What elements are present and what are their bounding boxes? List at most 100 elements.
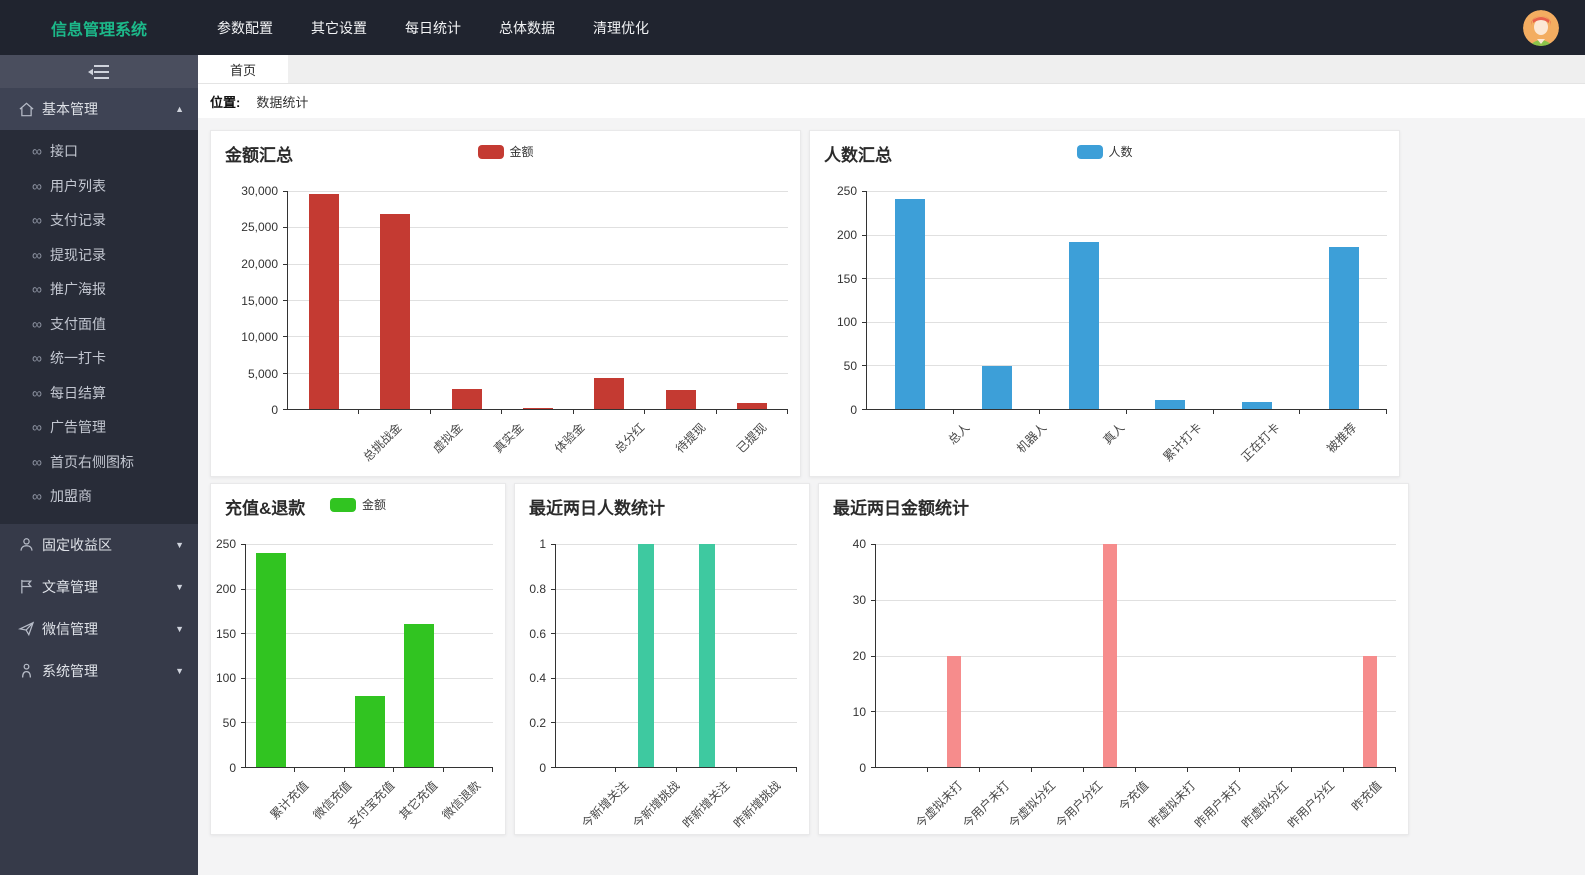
sidebar-item-payment-value[interactable]: ∞ 支付面值: [0, 307, 198, 342]
x-tick-label: 虚拟金: [424, 410, 485, 476]
link-icon: ∞: [32, 246, 42, 263]
sidebar-item-payment-records[interactable]: ∞ 支付记录: [0, 203, 198, 238]
y-tick-label: 150: [215, 626, 236, 641]
y-tick: [871, 544, 876, 545]
gridline: [246, 677, 493, 679]
sidebar-group-wechat-management[interactable]: 微信管理 ▼: [0, 608, 198, 650]
legend[interactable]: 人数: [1076, 143, 1133, 160]
gridline: [876, 599, 1396, 601]
sidebar-item-interface[interactable]: ∞ 接口: [0, 134, 198, 169]
y-tick-label: 20: [852, 649, 866, 663]
main-content: 首页 位置: 数据统计 金额汇总 金额 0 5,000 10,000 15,000 20…: [198, 55, 1585, 875]
sidebar-item-promo-poster[interactable]: ∞ 推广海报: [0, 272, 198, 307]
x-axis-label: 昨充值: [1348, 778, 1385, 814]
chart-card-amount-summary: 金额汇总 金额 0 5,000 10,000 15,000 20,000 25,000 30…: [210, 130, 801, 477]
plot-area: [862, 191, 1387, 414]
bar-slot: [737, 544, 798, 772]
y-tick: [283, 372, 288, 374]
bar: [947, 655, 961, 767]
x-tick-label: 昨用户分红: [1285, 768, 1350, 834]
y-tick: [241, 588, 246, 590]
y-tick-label: 10: [852, 705, 866, 719]
sidebar-item-user-list[interactable]: ∞ 用户列表: [0, 169, 198, 204]
tab-home[interactable]: 首页: [198, 55, 288, 83]
x-tick-label: 其它充值: [396, 768, 450, 834]
bar-slot: [1240, 544, 1292, 772]
sidebar-item-daily-settlement[interactable]: ∞ 每日结算: [0, 376, 198, 411]
gridline: [246, 633, 493, 635]
sidebar-item-franchisee[interactable]: ∞ 加盟商: [0, 479, 198, 514]
bar: [451, 389, 482, 409]
sidebar-item-ad-management[interactable]: ∞ 广告管理: [0, 410, 198, 445]
bar: [1155, 400, 1186, 409]
legend[interactable]: 金额: [477, 143, 534, 160]
bar-slot: [677, 544, 738, 772]
y-tick: [551, 633, 556, 635]
y-tick-label: 0: [859, 761, 866, 775]
x-axis: 总挑战金 虚拟金 真实金 体验金 总分红 待提现 已提现: [361, 410, 788, 476]
card-row-2: 充值&退款 金额 0 50 100 150 200 250 累计充值 微信充值 支付宝充值 其它充…: [210, 483, 1573, 835]
bar: [982, 366, 1012, 409]
x-axis-label: 待提现: [672, 420, 709, 456]
person-icon: [18, 662, 42, 679]
sidebar-item-home-right-icons[interactable]: ∞ 首页右侧图标: [0, 445, 198, 480]
bar-chart-recharge-refund: 0 50 100 150 200 250 累计充值 微信充值 支付宝充值 其它充值 微信退款: [211, 534, 505, 834]
y-tick: [241, 767, 246, 768]
nav-item-param-config[interactable]: 参数配置: [217, 19, 273, 36]
gridline: [556, 588, 797, 590]
sidebar-item-label: 接口: [49, 143, 78, 160]
bar-slot: [616, 544, 677, 772]
sidebar-group-basic-management[interactable]: 基本管理 ▲: [0, 88, 198, 130]
sidebar-item-label: 用户列表: [49, 177, 106, 194]
bar-slot: [394, 544, 445, 772]
chart-card-recharge-refund: 充值&退款 金额 0 50 100 150 200 250 累计充值 微信充值 支付宝充值 其它充…: [210, 483, 506, 835]
link-icon: ∞: [32, 143, 42, 160]
nav-item-other-settings[interactable]: 其它设置: [311, 19, 367, 36]
x-axis-label: 总挑战金: [360, 420, 405, 465]
x-tick-label: 昨充值: [1348, 768, 1397, 834]
legend-label: 人数: [1108, 145, 1133, 159]
chart-title: 金额汇总: [225, 146, 293, 165]
bar: [255, 552, 286, 767]
y-tick-label: 20,000: [241, 256, 278, 271]
sidebar-collapse-toggle[interactable]: [0, 55, 198, 88]
sidebar-item-unified-checkin[interactable]: ∞ 统一打卡: [0, 341, 198, 376]
gridline: [288, 263, 788, 265]
gridline: [867, 278, 1387, 280]
link-icon: ∞: [32, 350, 42, 367]
breadcrumb-value[interactable]: 数据统计: [256, 94, 309, 110]
y-tick: [283, 409, 288, 410]
sidebar: 基本管理 ▲ ∞ 接口 ∞ 用户列表 ∞ 支付记录 ∞ 提现记录 ∞ 推广海报 ∞ 支付面值…: [0, 55, 198, 875]
x-axis-label: 今虚拟未打: [913, 778, 966, 831]
bar-slot: [1344, 544, 1396, 772]
nav-item-overall-data[interactable]: 总体数据: [499, 19, 555, 36]
x-axis-label: 真实金: [490, 420, 527, 456]
x-tick-label: 总挑战金: [361, 410, 424, 476]
plot-area: [871, 544, 1396, 772]
x-tick-label: 微信退款: [439, 768, 493, 834]
bar: [665, 390, 696, 409]
x-axis: 总人 机器人 真人 累计打卡 正在打卡 被推荐: [922, 410, 1387, 476]
x-axis: 累计充值 微信充值 支付宝充值 其它充值 微信退款: [268, 768, 493, 834]
nav-item-cleanup[interactable]: 清理优化: [593, 19, 649, 36]
bars: [288, 191, 789, 414]
legend[interactable]: 金额: [329, 496, 386, 513]
bar: [895, 198, 926, 409]
y-tick: [241, 544, 246, 545]
y-axis: 0 50 100 150 200 250: [810, 184, 866, 417]
sidebar-group-fixed-income[interactable]: 固定收益区 ▼: [0, 524, 198, 566]
collapse-menu-icon: [88, 64, 109, 79]
sidebar-item-withdraw-records[interactable]: ∞ 提现记录: [0, 238, 198, 273]
chevron-up-icon: ▲: [175, 104, 184, 114]
x-axis: 今虚拟未打 今用户未打 今虚拟分红 今用户分红 今充值 昨虚拟未打 昨用户未打 昨虚拟分红 昨用…: [913, 768, 1397, 834]
user-avatar[interactable]: [1523, 9, 1559, 46]
y-tick: [862, 321, 867, 323]
sidebar-group-system-management[interactable]: 系统管理 ▼: [0, 650, 198, 692]
y-tick: [241, 633, 246, 635]
sidebar-group-article-management[interactable]: 文章管理 ▼: [0, 566, 198, 608]
bar-slot: [645, 191, 717, 414]
bar-slot: [444, 544, 494, 772]
nav-item-daily-stats[interactable]: 每日统计: [405, 19, 461, 36]
y-tick: [283, 263, 288, 265]
x-axis-label: 总分红: [612, 420, 648, 456]
